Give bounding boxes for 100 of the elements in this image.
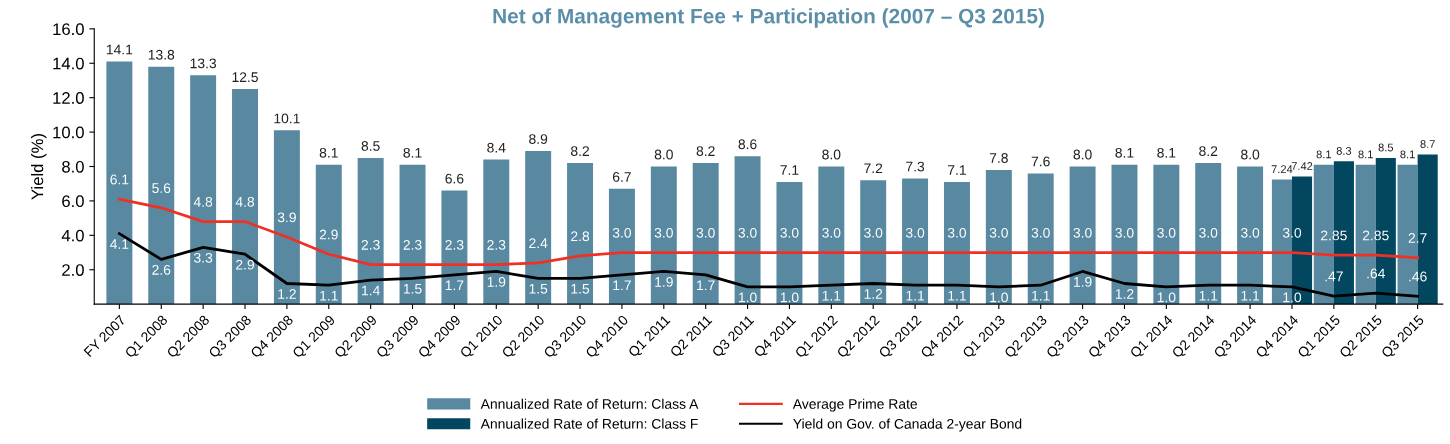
data-label: 13.3 bbox=[190, 58, 217, 69]
data-label: .64 bbox=[1367, 268, 1385, 279]
bar bbox=[902, 178, 929, 305]
data-label: 3.0 bbox=[905, 227, 925, 238]
data-label: 1.7 bbox=[697, 280, 715, 291]
data-label: 3.0 bbox=[1199, 227, 1218, 238]
data-label: 4.1 bbox=[110, 239, 129, 249]
legend-label: Average Prime Rate bbox=[792, 398, 918, 412]
bar bbox=[776, 181, 803, 305]
data-label: 3.0 bbox=[612, 227, 632, 238]
bar bbox=[190, 75, 217, 305]
data-label: 2.8 bbox=[571, 231, 590, 242]
y-tick-label: 12.0 bbox=[53, 92, 84, 104]
bar bbox=[943, 181, 970, 305]
data-label: 3.0 bbox=[696, 227, 715, 238]
bar bbox=[525, 151, 552, 305]
y-tick-label: 4.0 bbox=[61, 229, 84, 242]
data-label: 1.2 bbox=[1115, 289, 1134, 299]
data-label: 1.1 bbox=[1199, 290, 1218, 301]
bar bbox=[399, 164, 426, 305]
data-label: 3.0 bbox=[1115, 227, 1134, 238]
bar bbox=[232, 89, 258, 305]
data-label: 1.2 bbox=[864, 289, 883, 299]
data-label: 3.3 bbox=[194, 252, 213, 263]
y-tick-label: 2.0 bbox=[62, 264, 84, 276]
data-label: 1.0 bbox=[1283, 292, 1302, 303]
data-label: 3.0 bbox=[822, 227, 841, 238]
data-label: 1.7 bbox=[445, 280, 464, 291]
data-label: 4.8 bbox=[193, 196, 213, 207]
data-label: 7.24 bbox=[1271, 165, 1293, 173]
data-label: 1.0 bbox=[990, 292, 1008, 303]
bar bbox=[483, 159, 510, 305]
data-label: 8.2 bbox=[571, 146, 589, 157]
data-label: 7.8 bbox=[989, 153, 1008, 163]
data-label: 3.0 bbox=[780, 227, 799, 238]
data-label: 8.1 bbox=[1400, 150, 1415, 159]
data-label: 12.5 bbox=[232, 72, 258, 83]
bar bbox=[1027, 173, 1054, 305]
data-label: 2.3 bbox=[445, 239, 464, 250]
data-label: 2.4 bbox=[529, 238, 548, 248]
data-label: 8.2 bbox=[1199, 146, 1218, 157]
legend-label: Annualized Rate of Return: Class A bbox=[480, 398, 699, 409]
data-label: 13.8 bbox=[148, 49, 175, 60]
data-label: 3.0 bbox=[1073, 227, 1092, 238]
data-label: 3.0 bbox=[1157, 227, 1176, 238]
data-label: 1.0 bbox=[1157, 292, 1176, 303]
data-label: 4.8 bbox=[235, 196, 255, 207]
data-label: 7.3 bbox=[906, 161, 925, 172]
data-label: 8.5 bbox=[361, 141, 380, 151]
y-tick-label: 16.0 bbox=[53, 23, 84, 36]
data-label: 2.9 bbox=[236, 259, 255, 270]
data-label: 1.7 bbox=[613, 280, 631, 291]
data-label: 1.1 bbox=[906, 290, 925, 301]
data-label: 2.3 bbox=[361, 239, 380, 250]
data-label: 8.9 bbox=[529, 134, 548, 144]
data-label: 14.1 bbox=[106, 44, 133, 55]
data-label: 2.3 bbox=[403, 239, 422, 250]
data-label: 6.1 bbox=[110, 174, 129, 185]
bar bbox=[106, 61, 133, 305]
data-label: 2.9 bbox=[319, 229, 338, 240]
data-label: 8.0 bbox=[1073, 149, 1092, 160]
data-label: 5.6 bbox=[152, 183, 171, 193]
y-tick-label: 6.0 bbox=[62, 195, 84, 208]
data-label: 7.1 bbox=[948, 165, 966, 175]
data-label: 8.0 bbox=[1241, 149, 1260, 160]
bar bbox=[734, 156, 761, 305]
data-label: 8.3 bbox=[1336, 146, 1352, 155]
data-label: 1.1 bbox=[1032, 290, 1050, 301]
data-label: 8.0 bbox=[822, 149, 841, 160]
data-label: 1.5 bbox=[571, 284, 590, 294]
bar bbox=[1069, 166, 1096, 305]
data-label: 2.85 bbox=[1321, 230, 1347, 241]
y-axis-title: Yield (%) bbox=[31, 134, 47, 200]
bar bbox=[441, 190, 468, 305]
data-label: 1.1 bbox=[320, 290, 338, 301]
data-label: 8.1 bbox=[1157, 147, 1176, 158]
bar bbox=[273, 130, 300, 305]
bar bbox=[692, 163, 719, 305]
data-label: 8.4 bbox=[487, 142, 506, 153]
y-tick-label: 8.0 bbox=[62, 160, 84, 173]
data-label: 8.1 bbox=[1115, 147, 1134, 158]
data-label: 8.7 bbox=[1420, 140, 1435, 148]
data-label: 2.6 bbox=[152, 264, 171, 275]
y-tick-label: 10.0 bbox=[53, 126, 84, 139]
data-label: 3.0 bbox=[947, 227, 967, 238]
data-label: 1.9 bbox=[1074, 276, 1092, 287]
data-label: 8.1 bbox=[403, 147, 422, 158]
legend-label: Yield on Gov. of Canada 2-year Bond bbox=[793, 418, 1022, 432]
data-label: 1.9 bbox=[655, 276, 673, 287]
data-label: 8.2 bbox=[696, 146, 715, 157]
data-label: .46 bbox=[1409, 271, 1427, 282]
chart-title: Net of Management Fee + Participation (2007 – Q3 2015) bbox=[493, 8, 1044, 28]
data-label: 1.5 bbox=[529, 284, 548, 294]
bar bbox=[650, 166, 677, 305]
data-label: 3.0 bbox=[1031, 227, 1050, 238]
data-label: 7.2 bbox=[864, 163, 883, 174]
data-label: 2.7 bbox=[1408, 233, 1427, 243]
legend-label: Annualized Rate of Return: Class F bbox=[480, 418, 698, 429]
data-label: 8.5 bbox=[1378, 143, 1394, 152]
bar bbox=[148, 66, 175, 305]
